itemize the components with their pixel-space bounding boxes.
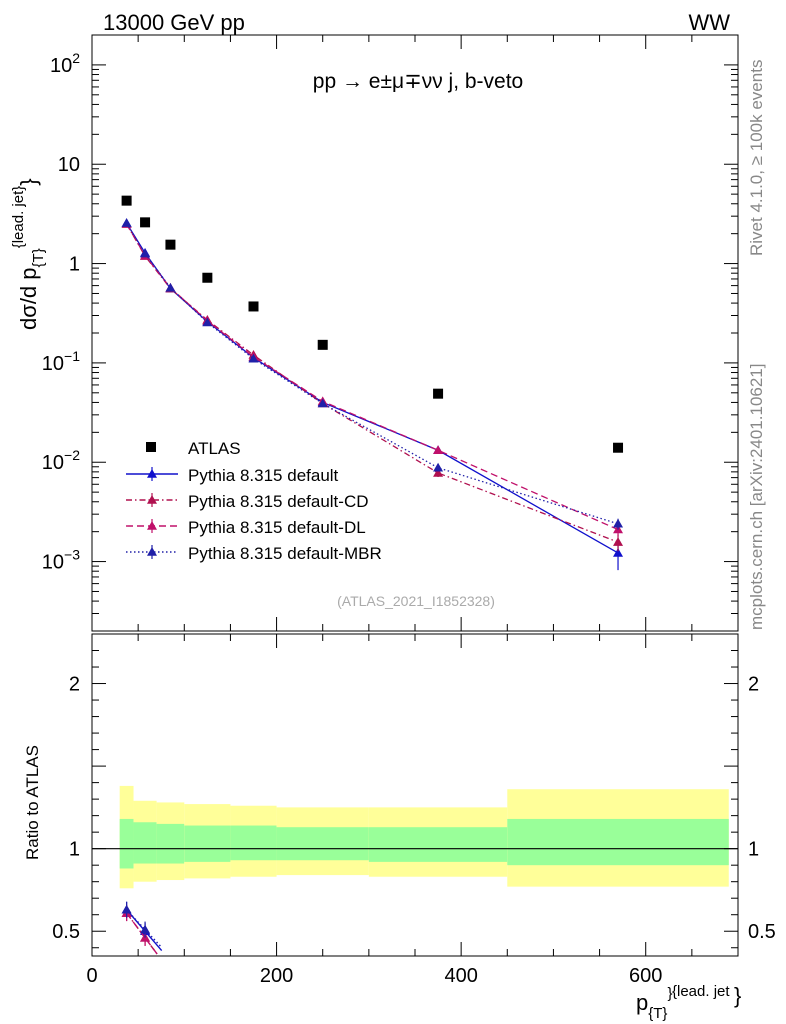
uncertainty-band-inner [184,825,231,862]
x-tick-label: 400 [444,965,477,987]
svg-text:dσ/d p{T}{lead. jet}}: dσ/d p{T}{lead. jet}} [10,178,47,330]
series-marker [140,248,151,258]
ratio-marker [121,904,132,914]
main-panel: 10−3 10−2 10−1 1 10 102 pp → e±μ∓νν j, b-veto… [42,34,739,956]
series-marker [433,445,444,455]
series-marker [433,467,444,477]
legend-marker [147,547,157,556]
x-tick-label: 200 [260,965,293,987]
legend-marker [147,469,157,478]
header-right: WW [688,10,730,35]
y-tick-label: 1 [69,254,80,276]
ratio-y-tick-label-right: 2 [748,674,759,696]
header-left: 13000 GeV pp [103,10,245,35]
legend-label-data: ATLAS [188,439,241,458]
ratio-y-tick-label: 0.5 [52,921,80,943]
ratio-y-tick-label: 2 [69,674,80,696]
rivet-label: Rivet 4.1.0, ≥ 100k events [747,60,766,256]
series-marker [121,218,132,227]
uncertainty-band-inner [276,827,369,861]
series-marker [248,353,259,363]
ratio-y-label: Ratio to ATLAS [23,745,42,860]
series-line [126,223,619,543]
data-point [140,217,151,228]
main-frame [91,34,739,632]
data-point [317,339,328,350]
legend-label: Pythia 8.315 default [188,466,339,485]
series-line [126,223,619,531]
legend-label: Pythia 8.315 default-DL [188,518,366,537]
legend-marker-data [146,442,156,452]
ratio-y-tick-label: 1 [69,839,80,861]
mcplots-label: mcplots.cern.ch [arXiv:2401.10621] [747,364,766,630]
x-tick-label: 0 [86,965,97,987]
data-point [613,442,624,453]
svg-text:{lead. jet: {lead. jet [672,983,730,1000]
series-marker [165,282,176,292]
y-tick-label: 10−1 [42,348,80,375]
uncertainty-band-inner [119,818,134,869]
series-marker [613,547,624,557]
series-marker [202,317,213,327]
ratio-frame [91,633,739,957]
data-point [121,195,132,206]
data-point [202,272,213,283]
ratio-y-tick-label-right: 1 [748,839,759,861]
ratio-y-tick-label-right: 0.5 [748,921,776,943]
uncertainty-band-inner [133,822,157,864]
legend-marker [147,495,157,504]
y-tick-label: 10 [58,154,80,176]
ratio-line [126,912,160,956]
series-marker [433,462,444,472]
analysis-watermark: (ATLAS_2021_I1852328) [337,593,495,609]
ratio-line [126,909,163,948]
data-point [165,239,176,250]
y-tick-label: 102 [50,50,80,77]
ratio-series-group [121,901,163,956]
x-axis-title: p{T}} {lead. jet } [636,983,741,1022]
y-tick-label: 10−3 [42,547,80,574]
data-point [433,388,444,399]
uncertainty-band-inner [507,818,729,866]
svg-text:p{T}}: p{T}} [636,985,672,1022]
uncertainty-band-inner [368,827,508,862]
data-point [248,301,259,312]
uncertainty-band-inner [230,825,277,861]
legend-label: Pythia 8.315 default-CD [188,492,369,511]
svg-text:}: } [734,983,741,1008]
ratio-marker [140,924,151,934]
legend-marker [147,521,157,530]
y-tick-label: 10−2 [42,447,80,474]
x-tick-label: 600 [629,965,662,987]
legend-label: Pythia 8.315 default-MBR [188,544,382,563]
series-marker [317,398,328,408]
ratio-panel: 0.5 0.5 1 1 2 2 [52,633,776,957]
series-marker [613,518,624,528]
chart-title: pp → e±μ∓νν j, b-veto [313,70,523,93]
uncertainty-band-inner [156,823,185,864]
legend: ATLAS Pythia 8.315 default Pythia 8.315 de… [126,439,382,563]
y-axis-title: dσ/d p{T}{lead. jet}} [10,178,47,330]
series-marker [613,537,624,546]
